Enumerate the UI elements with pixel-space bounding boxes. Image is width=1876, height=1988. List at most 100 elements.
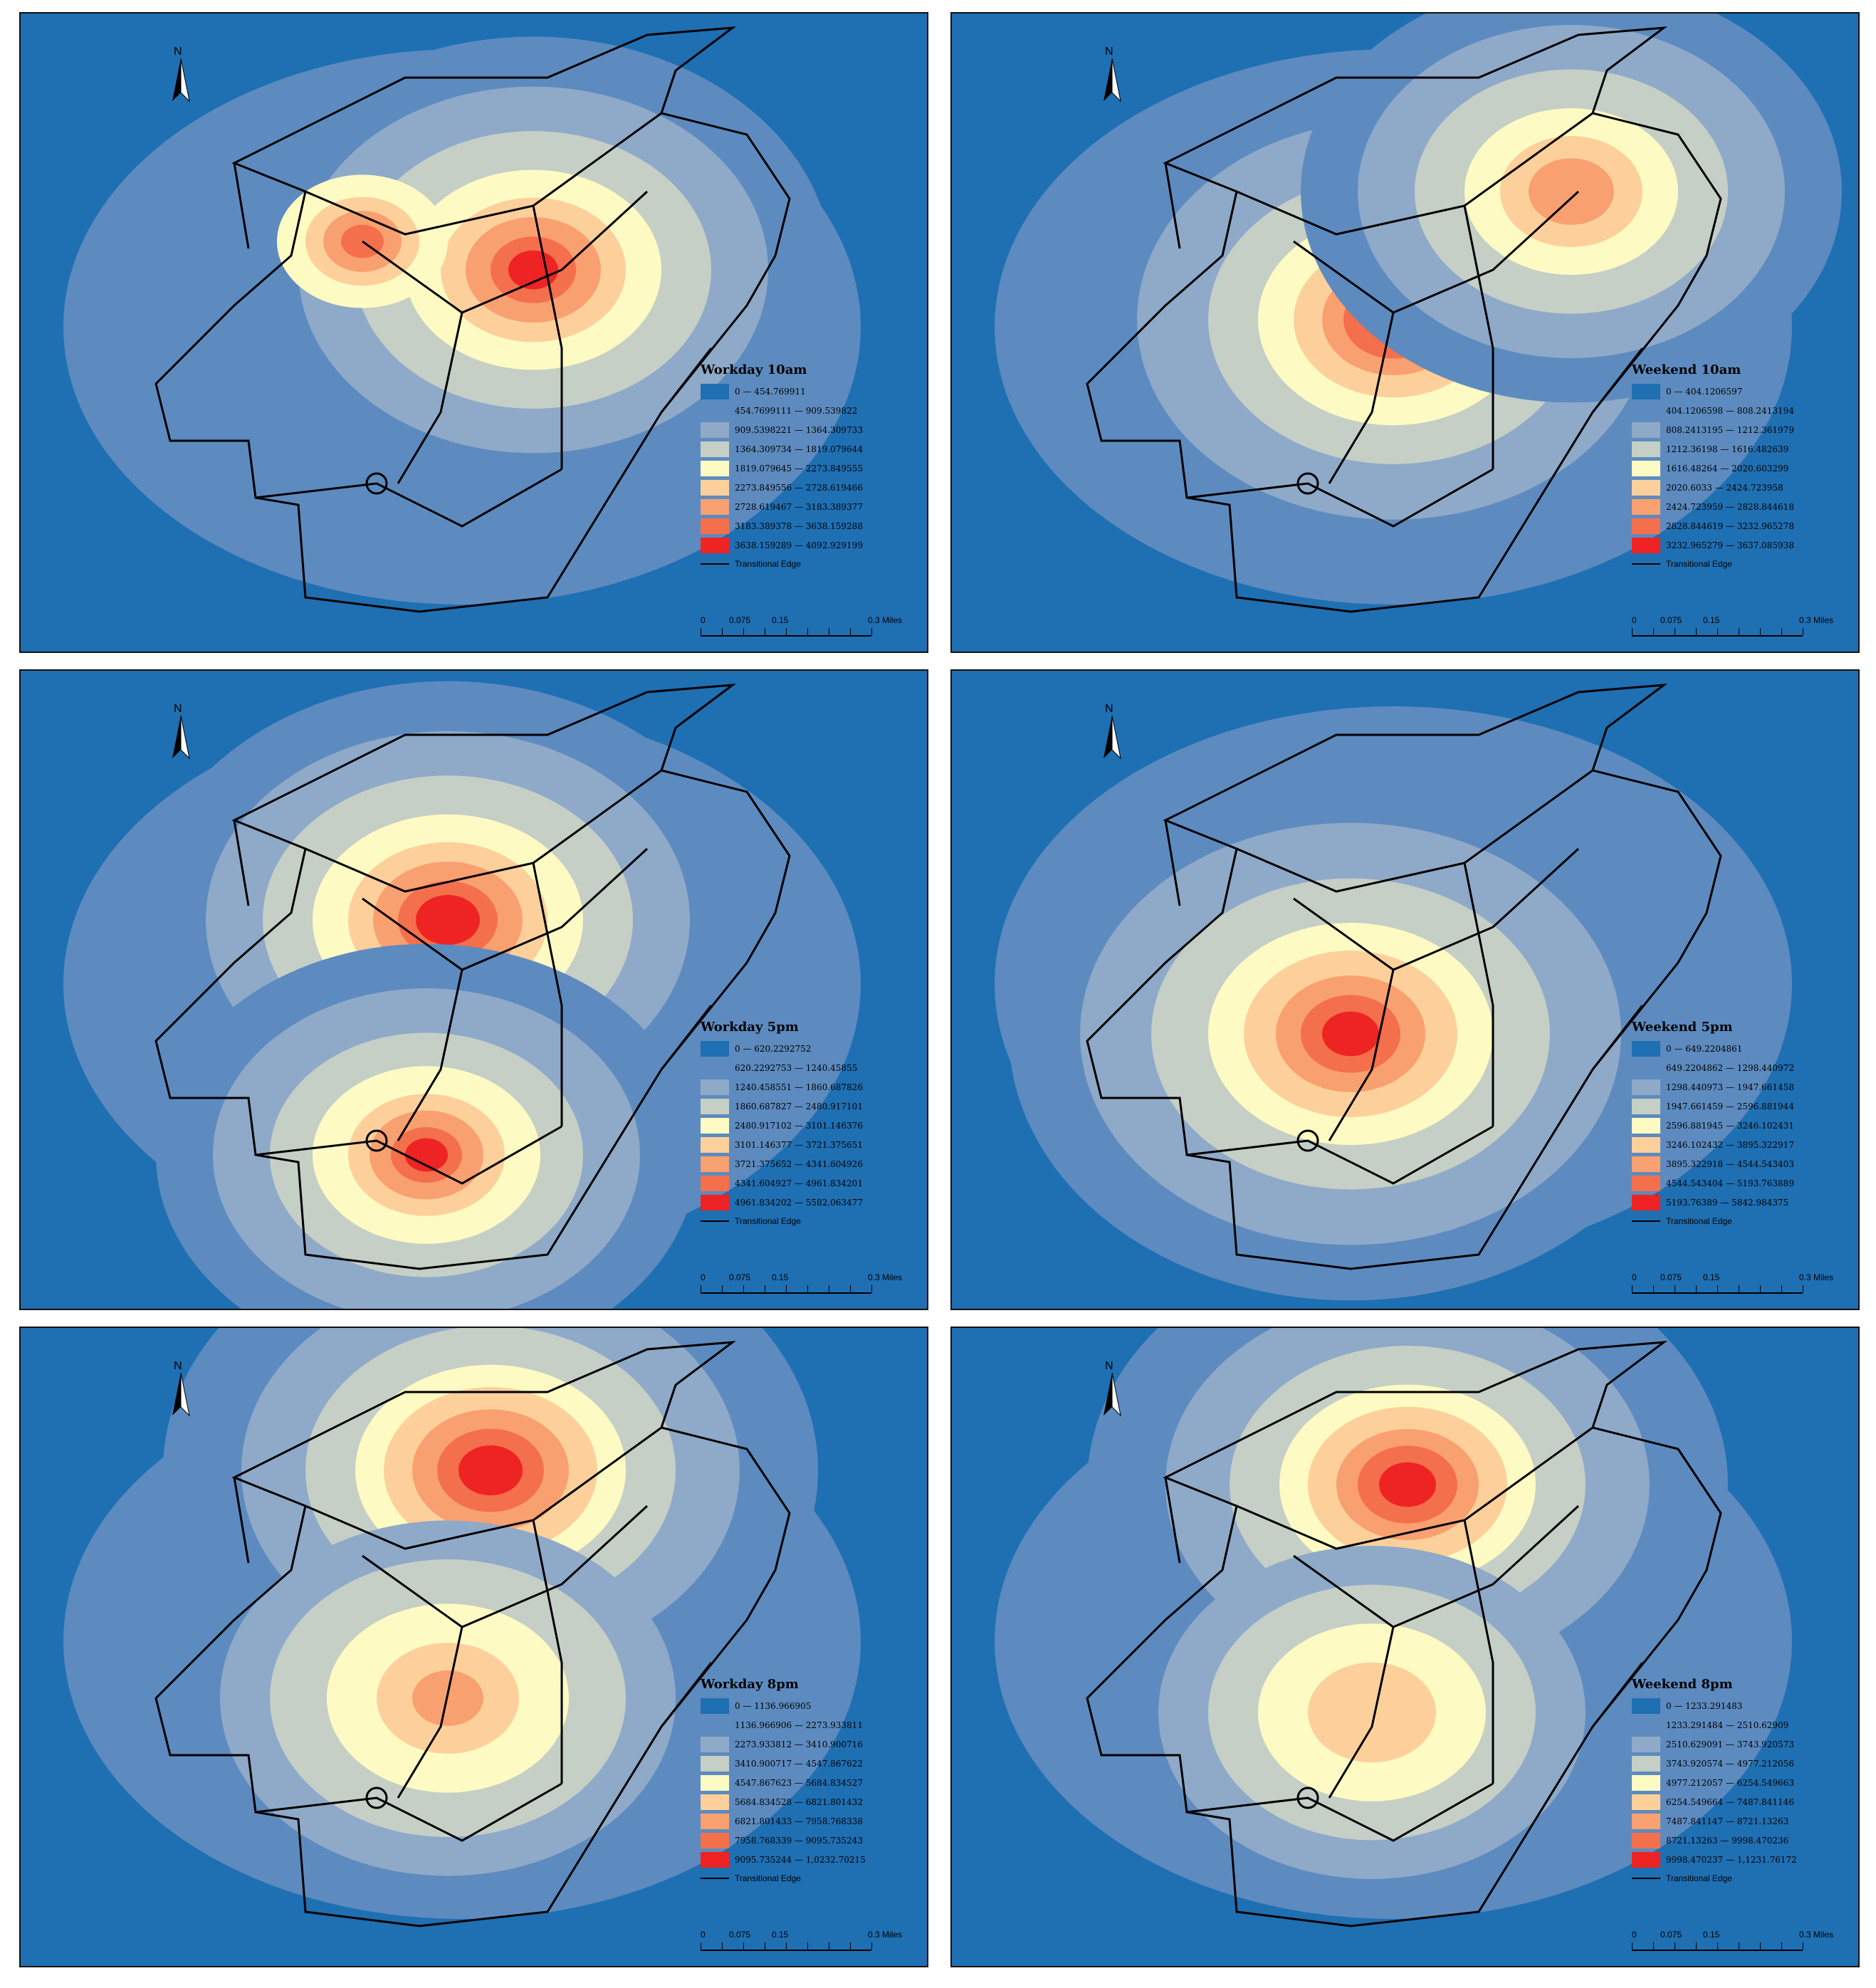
density-band-1-6 <box>1529 158 1614 225</box>
legend-class-row: 0 — 620.2292752 <box>701 1039 921 1058</box>
legend: Workday 8pm 0 — 1136.966905 1136.966906 — … <box>701 1677 921 1886</box>
scale-line <box>701 1942 872 1951</box>
legend-class-label: 1860.687827 — 2480.917101 <box>735 1101 863 1111</box>
density-band-1-8 <box>405 1138 448 1172</box>
scale-tick-label: 0 <box>701 1930 706 1940</box>
north-label: N <box>174 46 182 58</box>
edge-label: Transitional Edge <box>1666 1873 1732 1883</box>
transitional-edge-road-4 <box>397 1626 463 1799</box>
legend-class-row: 454.7699111 — 909.539822 <box>701 401 921 420</box>
legend-class-row: 1860.687827 — 2480.917101 <box>701 1097 921 1116</box>
legend-class-row: 404.1206598 — 808.2413194 <box>1632 401 1853 420</box>
transitional-edge-road-5 <box>532 862 713 1126</box>
legend-swatch <box>1632 1040 1660 1057</box>
heatmap-graphic <box>63 26 861 613</box>
legend-class-row: 808.2413195 — 1212.361979 <box>1632 420 1853 439</box>
legend-class-row: 3895.322918 — 4544.543403 <box>1632 1154 1853 1173</box>
legend-class-label: 2596.881945 — 3246.102431 <box>1666 1120 1794 1131</box>
legend-swatch <box>701 1117 729 1134</box>
legend-swatch <box>1632 383 1660 399</box>
transitional-edge-road-5 <box>1463 205 1644 469</box>
legend-class-label: 3246.102432 — 3895.322917 <box>1666 1139 1794 1150</box>
legend-class-label: 404.1206598 — 808.2413194 <box>1666 405 1794 416</box>
north-label: N <box>174 703 182 715</box>
legend-swatch <box>701 1717 729 1733</box>
legend-class-label: 5684.834528 — 6821.801432 <box>735 1796 863 1807</box>
map-panel-weekend-8pm: N Weekend 8pm 0 — 1233.291483 1233.291484 —… <box>950 1327 1860 1967</box>
legend-class-label: 0 — 620.2292752 <box>735 1043 812 1054</box>
scale-tick-label: 0 <box>1632 1930 1637 1940</box>
legend-class-row: 5684.834528 — 6821.801432 <box>701 1792 921 1811</box>
legend-class-label: 6254.549664 — 7487.841146 <box>1666 1796 1794 1807</box>
legend-class-label: 0 — 649.2204861 <box>1666 1043 1743 1054</box>
transitional-edge-road-1 <box>233 769 662 906</box>
legend-swatch <box>701 518 729 534</box>
transitional-edge-road-3 <box>255 1782 562 1842</box>
north-arrow-icon: N <box>1098 1360 1126 1424</box>
scale-tick-label: 0.15 <box>772 615 789 625</box>
legend-class-label: 9095.735244 — 1,0232.70215 <box>735 1854 866 1865</box>
legend-swatch <box>701 383 729 399</box>
edge-label: Transitional Edge <box>735 1216 801 1226</box>
legend-class-row: 3638.159289 — 4092.929199 <box>701 535 921 555</box>
north-arrow-icon: N <box>1098 703 1126 767</box>
scale-tick-label: 0 <box>701 1272 706 1282</box>
scale-line <box>1632 1285 1803 1294</box>
legend-swatch <box>701 1136 729 1153</box>
legend-swatch <box>1632 1774 1660 1791</box>
edge-line-swatch <box>701 1220 729 1222</box>
map-panel-workday-5pm: N Workday 5pm 0 — 620.2292752 620.2292753 —… <box>19 669 928 1310</box>
transitional-edge-road-0 <box>1086 1341 1722 1927</box>
legend: Weekend 8pm 0 — 1233.291483 1233.291484 — … <box>1632 1677 1853 1886</box>
legend-class-row: 1947.661459 — 2596.881944 <box>1632 1097 1853 1116</box>
legend-class-row: 2424.723959 — 2828.844618 <box>1632 497 1853 516</box>
transitional-edge-road-2 <box>1293 1505 1580 1628</box>
scale-tick-label: 0.3 Miles <box>868 615 903 625</box>
legend-swatch <box>1632 1717 1660 1733</box>
edge-label: Transitional Edge <box>735 1873 801 1883</box>
scale-tick-label: 0.15 <box>772 1272 789 1282</box>
legend-class-label: 808.2413195 — 1212.361979 <box>1666 424 1794 435</box>
heatmap-graphic <box>995 1328 1792 1927</box>
legend-swatch <box>701 402 729 419</box>
legend-class-row: 6821.801433 — 7958.768338 <box>701 1811 921 1831</box>
legend-swatch <box>1632 1117 1660 1134</box>
scale-tick-label: 0.075 <box>1660 1930 1682 1940</box>
transitional-edge-road-4 <box>1328 969 1395 1141</box>
legend-class-row: 0 — 454.769911 <box>701 382 921 401</box>
legend-class-row: 9095.735244 — 1,0232.70215 <box>701 1850 921 1869</box>
legend-class-row: 5193.76389 — 5842.984375 <box>1632 1193 1853 1212</box>
legend-class-row: 1298.440973 — 1947.661458 <box>1632 1077 1853 1097</box>
legend-title: Weekend 10am <box>1632 362 1741 377</box>
transitional-edge-road-4 <box>397 969 463 1141</box>
transitional-edge-road-3 <box>1186 1125 1494 1185</box>
legend-class-label: 4341.604927 — 4961.834201 <box>735 1178 863 1188</box>
density-band-0-8 <box>508 250 558 290</box>
legend-class-row: 1212.36198 — 1616.482639 <box>1632 439 1853 459</box>
legend-class-label: 2480.917102 — 3101.146376 <box>735 1120 863 1131</box>
legend-swatch <box>1632 1060 1660 1076</box>
legend-class-label: 0 — 1136.966905 <box>735 1700 812 1711</box>
legend-edge-row: Transitional Edge <box>1632 556 1853 572</box>
legend-edge-row: Transitional Edge <box>1632 1213 1853 1229</box>
legend-swatch <box>1632 1136 1660 1153</box>
legend-swatch <box>1632 402 1660 419</box>
legend-class-row: 0 — 649.2204861 <box>1632 1039 1853 1058</box>
legend-class-label: 8721.13263 — 9998.470236 <box>1666 1835 1789 1846</box>
edge-line-swatch <box>1632 1220 1660 1222</box>
legend-swatch <box>1632 1794 1660 1810</box>
legend-class-row: 4341.604927 — 4961.834201 <box>701 1173 921 1193</box>
transitional-edge-road-1 <box>233 112 662 249</box>
transitional-edge-road-0 <box>154 684 791 1270</box>
density-band-0-8 <box>1379 1462 1436 1507</box>
legend-swatch <box>1632 1755 1660 1772</box>
legend-edge-row: Transitional Edge <box>701 1871 921 1886</box>
legend-class-label: 2828.844619 — 3232.965278 <box>1666 520 1794 531</box>
scale-tick-label: 0.3 Miles <box>1799 1930 1834 1940</box>
legend-swatch <box>701 1736 729 1752</box>
legend-title: Weekend 5pm <box>1632 1020 1733 1035</box>
legend-swatch <box>701 1194 729 1210</box>
transitional-edge-road-3 <box>1186 1782 1494 1842</box>
legend-class-row: 1136.966906 — 2273.933811 <box>701 1715 921 1735</box>
scale-tick-label: 0.075 <box>1660 1272 1682 1282</box>
